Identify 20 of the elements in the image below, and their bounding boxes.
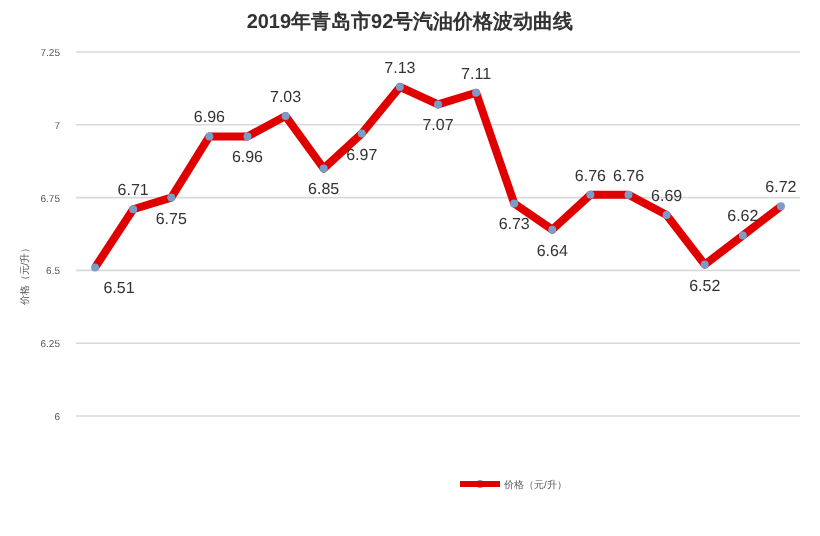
data-label: 6.75 (155, 209, 188, 228)
data-label: 6.72 (765, 178, 798, 197)
data-label: 7.03 (270, 88, 303, 107)
data-label: 6.76 (574, 166, 608, 185)
data-label: 6.73 (498, 215, 531, 234)
data-label: 6.71 (117, 181, 150, 200)
data-label: 6.51 (103, 279, 136, 298)
data-label: 6.52 (689, 276, 722, 295)
data-label: 6.96 (231, 148, 265, 167)
data-label: 7.07 (422, 116, 455, 135)
data-label: 7.11 (461, 64, 493, 83)
data-label: 6.96 (193, 108, 227, 127)
chart-title: 2019年青岛市92号汽油价格波动曲线 (246, 10, 574, 34)
data-label: 7.13 (384, 58, 417, 77)
data-label: 6.76 (612, 166, 646, 185)
data-label: 6.64 (536, 241, 569, 260)
data-label: 6.69 (651, 187, 684, 206)
data-label: 6.62 (727, 207, 760, 226)
data-label: 6.85 (308, 180, 341, 199)
data-label: 6.97 (346, 145, 379, 164)
